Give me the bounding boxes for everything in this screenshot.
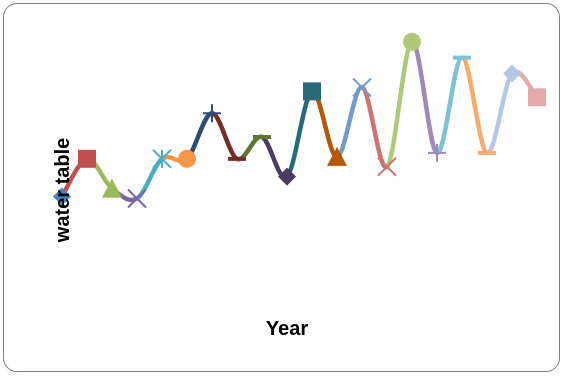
data-point-marker <box>152 149 172 169</box>
data-point-marker <box>127 188 147 209</box>
line-segment <box>434 55 465 156</box>
line-segment <box>384 39 415 169</box>
data-point-marker <box>78 149 96 168</box>
data-point-marker <box>428 143 446 162</box>
line-segment <box>459 55 490 156</box>
line-segment <box>309 89 340 160</box>
series-lines <box>59 39 540 203</box>
line-segment <box>359 85 390 170</box>
data-point-marker <box>178 149 196 168</box>
data-point-marker <box>303 82 321 101</box>
data-point-marker <box>528 88 546 107</box>
data-point-marker <box>503 64 521 83</box>
data-point-marker <box>352 77 372 98</box>
line-segment <box>284 89 315 179</box>
data-point-marker <box>203 104 221 123</box>
x-axis-label: Year <box>266 318 308 340</box>
data-point-marker <box>327 146 347 166</box>
data-point-marker <box>278 167 296 186</box>
data-point-marker <box>102 178 122 198</box>
line-segment <box>234 134 265 162</box>
line-segment <box>209 110 240 162</box>
series-markers <box>53 32 546 209</box>
line-segment <box>134 156 165 201</box>
line-segment <box>484 71 515 156</box>
line-segment <box>409 39 440 156</box>
data-point-marker <box>403 32 421 51</box>
y-axis-label: water table <box>52 138 74 243</box>
line-segment <box>334 85 365 160</box>
data-point-marker <box>377 157 397 177</box>
data-point-marker <box>53 187 71 206</box>
